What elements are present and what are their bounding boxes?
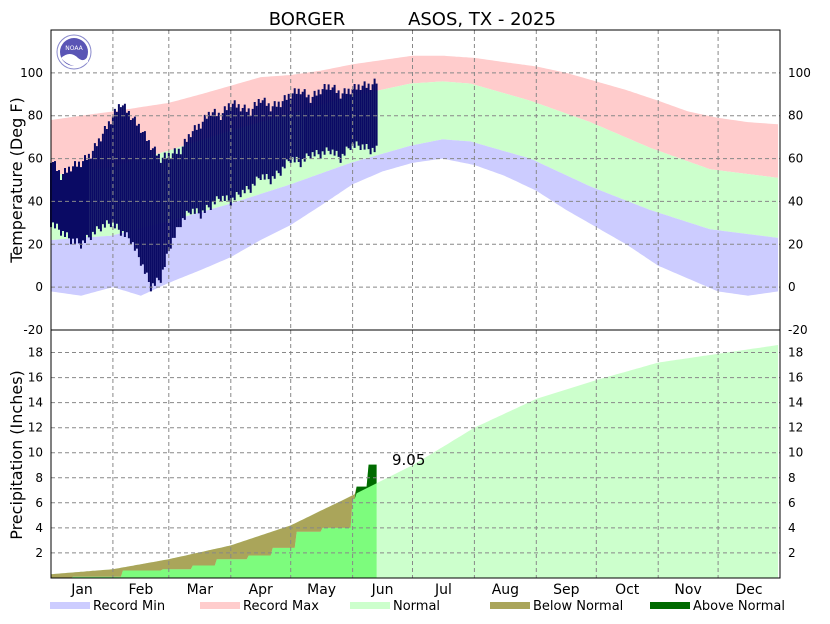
- precipitation-plot-frame: [50, 329, 781, 579]
- legend-label: Above Normal: [693, 599, 785, 614]
- temperature-panel: -20 -20 0 0 20 20 40 40 60 60 80 80 100 100 Temperatu…: [7, 29, 811, 337]
- legend: Record Min Record Max Normal Below Normal Ab…: [50, 599, 785, 614]
- legend-swatch: [650, 602, 690, 609]
- month-label: Apr: [249, 582, 273, 598]
- month-label: Oct: [615, 582, 640, 598]
- temperature-tick-label-left: 60: [28, 152, 43, 166]
- temperature-tick-label-right: 40: [788, 194, 803, 208]
- month-axis: Jan Feb Mar Apr May Jun Jul Aug Sep Oct Nov Dec: [70, 582, 762, 598]
- record-min-band: [51, 139, 778, 296]
- legend-swatch: [490, 602, 530, 609]
- precipitation-tick-label-left: 14: [28, 396, 43, 410]
- temperature-tick-label-left: 20: [28, 237, 43, 251]
- month-label: Jul: [434, 582, 452, 598]
- temperature-tick-label-right: 60: [788, 152, 803, 166]
- legend-label: Record Max: [243, 599, 319, 614]
- precipitation-tick-label-left: 12: [28, 421, 43, 435]
- precipitation-tick-label-right: 6: [788, 496, 796, 510]
- chart-title-network: ASOS, TX - 2025: [408, 9, 556, 30]
- temperature-tick-label-right: 100: [788, 66, 811, 80]
- precipitation-tick-label-right: 18: [788, 346, 803, 360]
- precipitation-tick-label-right: 2: [788, 546, 796, 560]
- precipitation-tick-label-right: 12: [788, 421, 803, 435]
- legend-label: Below Normal: [533, 599, 623, 614]
- precipitation-tick-label-left: 4: [35, 521, 43, 535]
- chart-title-station: BORGER: [269, 9, 346, 30]
- temperature-tick-label-right: 20: [788, 237, 803, 251]
- precipitation-tick-label-left: 8: [35, 471, 43, 485]
- month-label: Jan: [70, 582, 93, 598]
- month-label: Aug: [492, 582, 519, 598]
- noaa-logo: NOAA: [56, 34, 92, 70]
- precipitation-tick-label-right: 4: [788, 521, 796, 535]
- precipitation-tick-label-left: 10: [28, 446, 43, 460]
- precipitation-tick-label-left: 18: [28, 346, 43, 360]
- precipitation-tick-label-right: 10: [788, 446, 803, 460]
- legend-label: Normal: [393, 599, 440, 614]
- month-label: Nov: [674, 582, 701, 598]
- temperature-tick-label-left: 80: [28, 109, 43, 123]
- temperature-tick-label-right: 0: [788, 280, 796, 294]
- below-normal-area: [51, 464, 377, 578]
- month-label: May: [307, 582, 336, 598]
- temperature-tick-label-right: 80: [788, 109, 803, 123]
- month-label: Feb: [129, 582, 154, 598]
- precipitation-tick-label-left: 6: [35, 496, 43, 510]
- precipitation-tick-label-right: 14: [788, 396, 803, 410]
- temperature-tick-label-left: 100: [20, 66, 43, 80]
- temperature-tick-label-right: -20: [788, 323, 808, 337]
- temperature-tick-label-left: 40: [28, 194, 43, 208]
- temperature-tick-label-left: -20: [23, 323, 43, 337]
- month-label: Sep: [553, 582, 580, 598]
- legend-swatch: [50, 602, 90, 609]
- precipitation-axis-label: Precipitation (Inches): [7, 370, 26, 540]
- month-label: Mar: [187, 582, 214, 598]
- temperature-tick-label-left: 0: [35, 280, 43, 294]
- observed-precipitation-area: [51, 464, 377, 578]
- noaa-logo-text: NOAA: [65, 45, 83, 52]
- precipitation-tick-label-right: 16: [788, 371, 803, 385]
- month-label: Jun: [371, 582, 394, 598]
- normal-temperature-band: [51, 81, 778, 241]
- temperature-axis-label: Temperature (Deg F): [7, 97, 26, 264]
- legend-swatch: [200, 602, 240, 609]
- precipitation-total-annotation: 9.05: [392, 451, 425, 469]
- month-label: Dec: [735, 582, 762, 598]
- precipitation-panel: 2 2 4 4 6 6 8 8 10 10 12 12 14 14 16 16 18 18 Precipitati…: [7, 329, 803, 579]
- legend-swatch: [350, 602, 390, 609]
- legend-label: Record Min: [93, 599, 165, 614]
- precipitation-tick-label-right: 8: [788, 471, 796, 485]
- precipitation-tick-label-left: 2: [35, 546, 43, 560]
- precipitation-tick-label-left: 16: [28, 371, 43, 385]
